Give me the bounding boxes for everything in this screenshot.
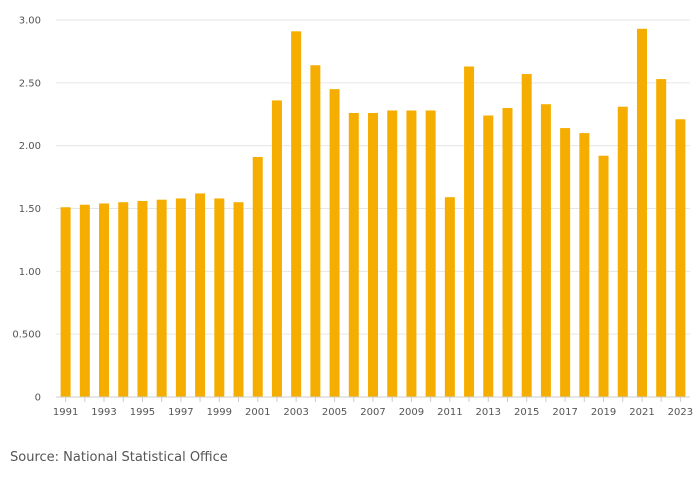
x-tick-label: 2011 bbox=[437, 407, 462, 418]
bar bbox=[60, 207, 71, 397]
bar bbox=[99, 203, 110, 397]
bar bbox=[271, 100, 282, 397]
bar bbox=[118, 202, 129, 397]
y-tick-label: 0.500 bbox=[12, 330, 41, 341]
bar bbox=[598, 155, 609, 397]
bar bbox=[483, 115, 494, 398]
bar bbox=[502, 107, 513, 397]
bar bbox=[329, 89, 340, 397]
x-tick-label: 2013 bbox=[476, 407, 501, 418]
source-note: Source: National Statistical Office bbox=[10, 450, 228, 465]
x-tick-label: 2023 bbox=[668, 407, 693, 418]
bar bbox=[464, 66, 475, 397]
y-tick-label: 1.50 bbox=[19, 204, 41, 215]
bar bbox=[636, 28, 647, 398]
x-tick-label: 2017 bbox=[552, 407, 577, 418]
bar bbox=[579, 133, 590, 397]
bar bbox=[348, 112, 359, 397]
y-tick-label: 1.00 bbox=[19, 267, 41, 278]
bar bbox=[195, 193, 206, 397]
x-tick-label: 2021 bbox=[629, 407, 654, 418]
bar bbox=[175, 198, 186, 397]
bar bbox=[560, 128, 571, 397]
bar bbox=[291, 31, 302, 398]
bar bbox=[675, 119, 686, 397]
x-tick-label: 1999 bbox=[207, 407, 232, 418]
y-axis-ticks: 0 0.500 1.00 1.50 2.00 2.50 3.00 bbox=[12, 16, 41, 404]
bar bbox=[137, 200, 148, 397]
bar bbox=[156, 199, 167, 397]
x-tick-label: 2015 bbox=[514, 407, 539, 418]
bar bbox=[540, 104, 551, 398]
bar bbox=[656, 79, 667, 398]
bar bbox=[521, 74, 532, 397]
bar bbox=[252, 156, 263, 397]
x-tick-label: 1997 bbox=[168, 407, 193, 418]
x-tick-label: 2003 bbox=[283, 407, 308, 418]
x-tick-label: 1991 bbox=[53, 407, 78, 418]
x-tick-label: 2005 bbox=[322, 407, 347, 418]
bar bbox=[425, 110, 436, 397]
bar bbox=[233, 202, 244, 397]
bar bbox=[617, 106, 628, 398]
y-tick-label: 3.00 bbox=[19, 16, 41, 27]
bar bbox=[387, 110, 398, 397]
x-tick-label: 2019 bbox=[591, 407, 616, 418]
bar bbox=[310, 65, 321, 398]
x-axis: 1991 1993 1995 1997 1999 2001 2003 2005 2007 2009… bbox=[53, 396, 693, 418]
y-tick-label: 2.00 bbox=[19, 141, 41, 152]
y-tick-label: 0 bbox=[35, 393, 41, 404]
bar bbox=[368, 112, 378, 397]
bar bbox=[444, 197, 455, 397]
bar bbox=[406, 110, 417, 397]
x-tick-label: 2001 bbox=[245, 407, 270, 418]
bar bbox=[79, 204, 90, 397]
x-tick-label: 1995 bbox=[130, 407, 155, 418]
x-tick-label: 1993 bbox=[91, 407, 116, 418]
y-tick-label: 2.50 bbox=[19, 78, 41, 89]
x-tick-label: 2007 bbox=[360, 407, 385, 418]
bar bbox=[214, 198, 225, 397]
x-tick-label: 2009 bbox=[399, 407, 424, 418]
bars bbox=[60, 28, 686, 398]
